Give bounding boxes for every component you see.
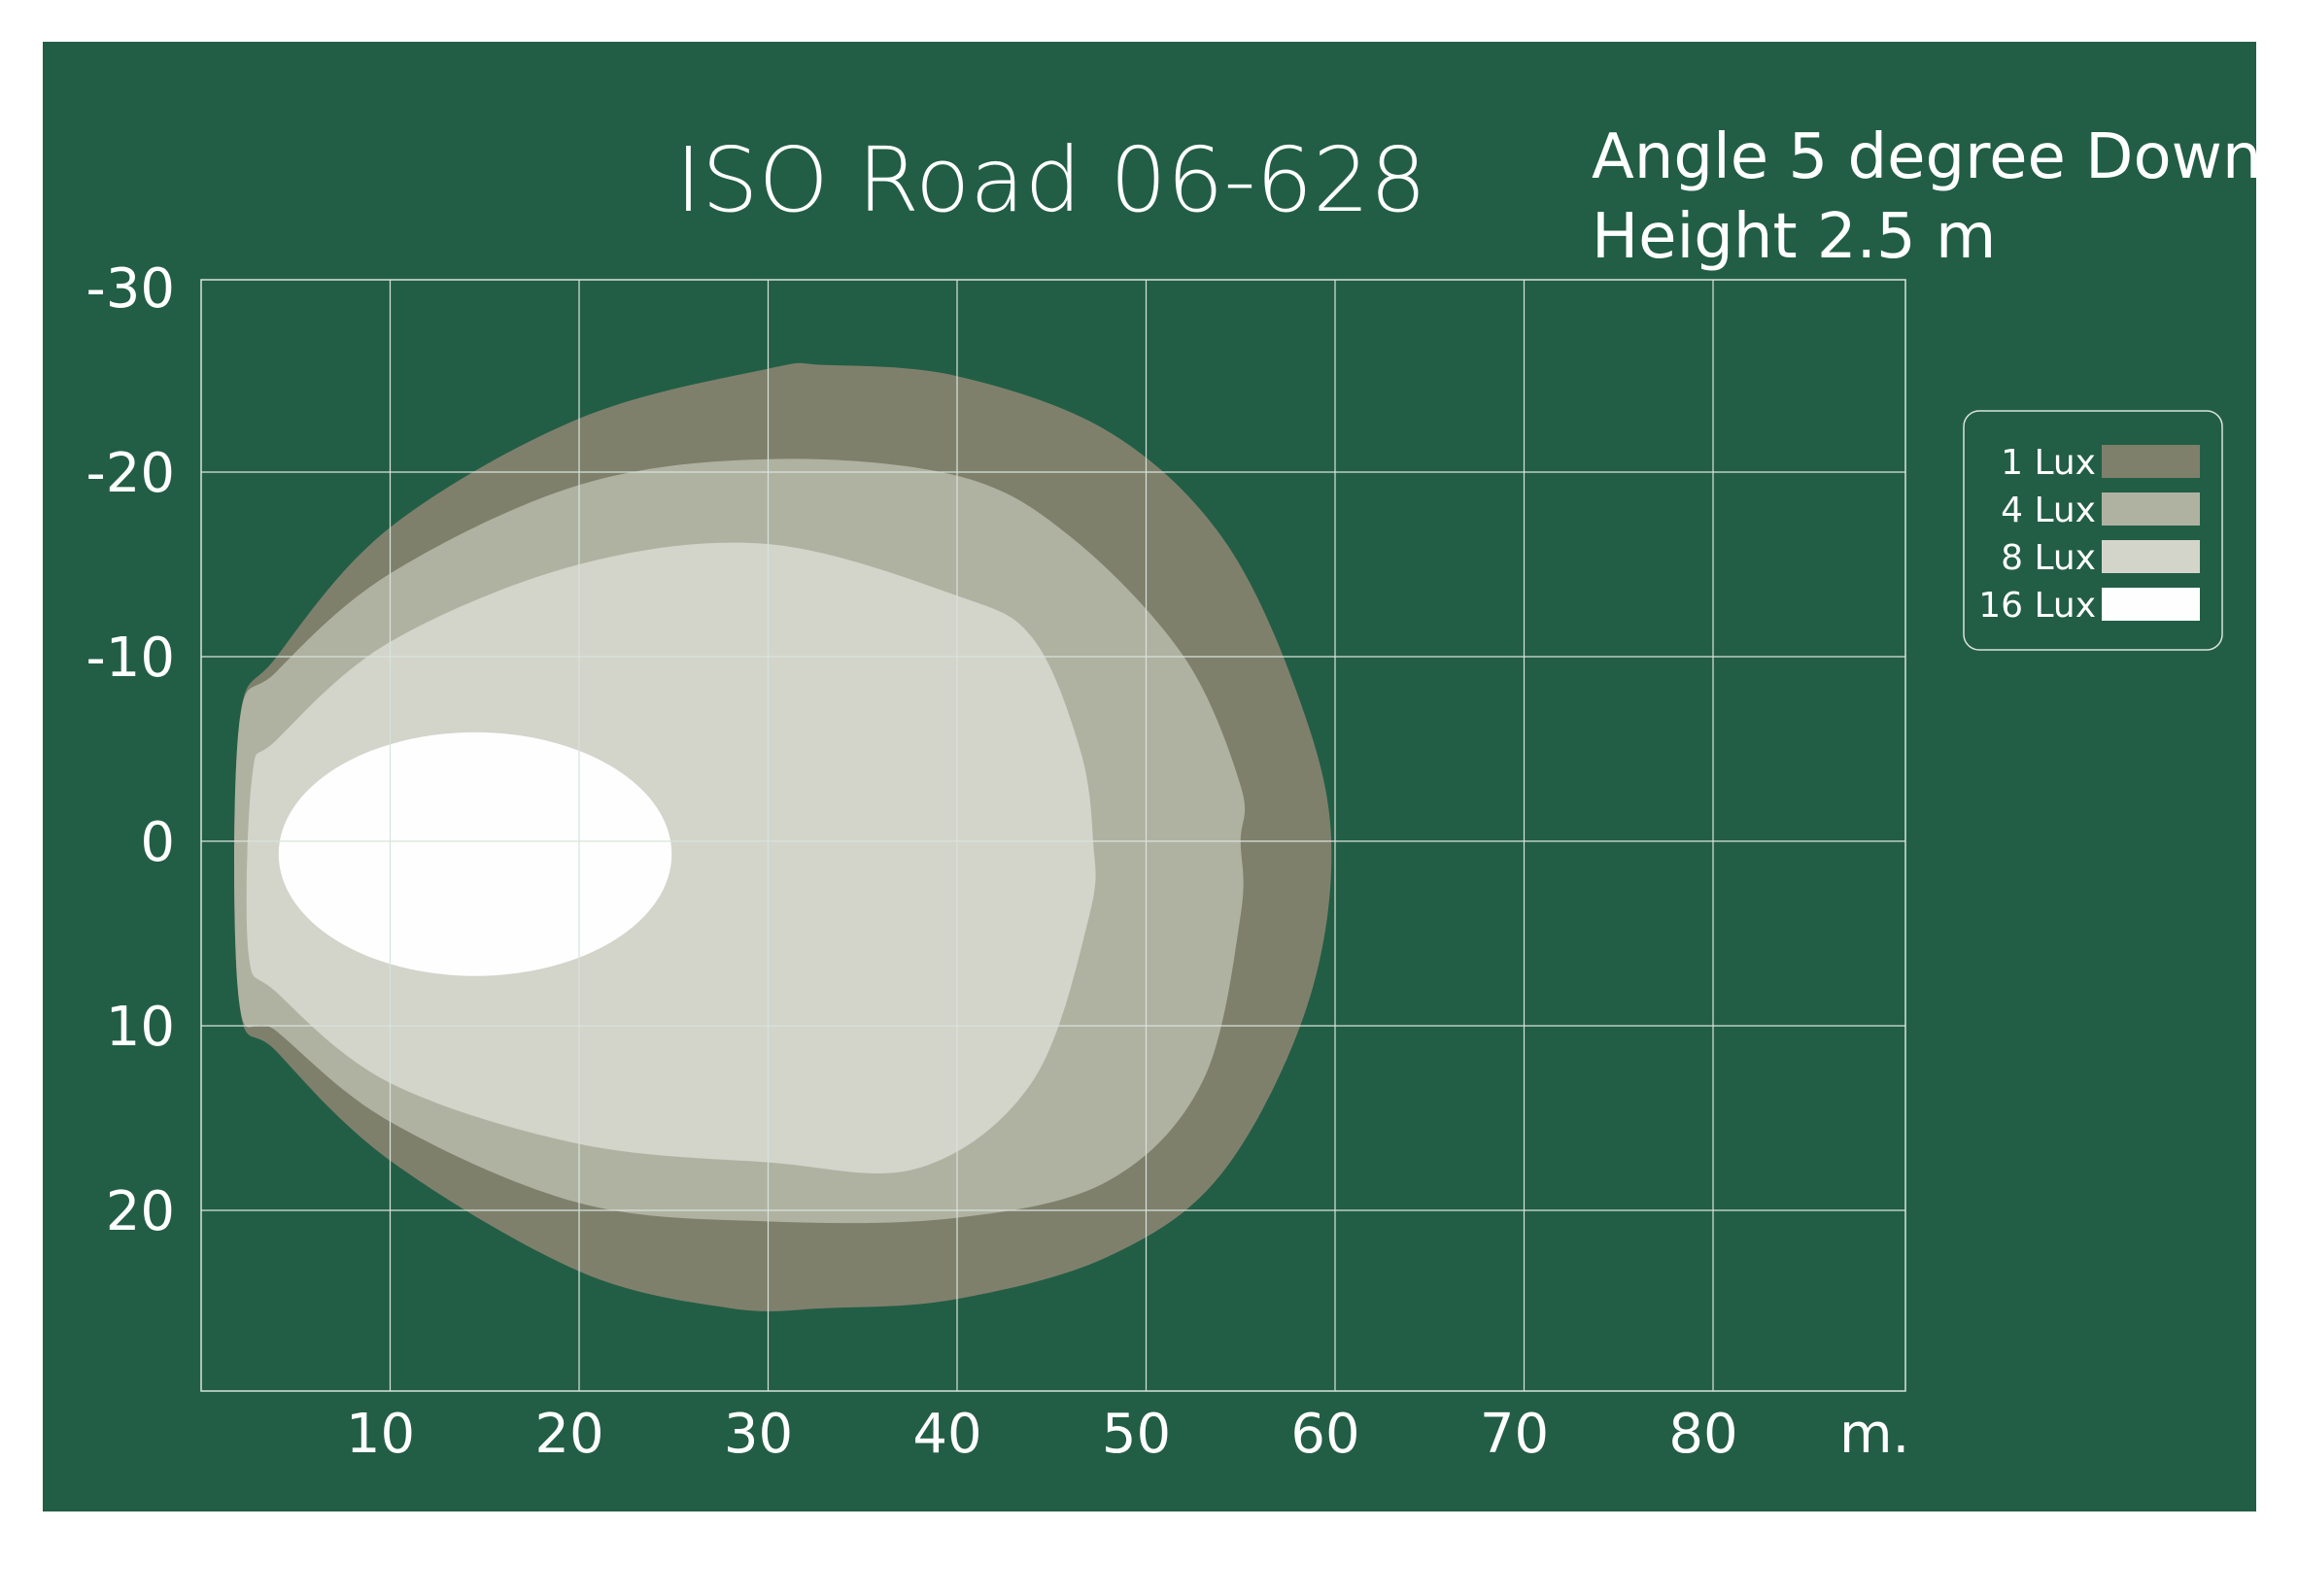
plot-frame xyxy=(200,279,1906,1392)
legend-label-4-lux: 4 Lux xyxy=(2001,491,2096,530)
y-tick-label--30: -30 xyxy=(86,257,175,321)
legend-label-16-lux: 16 Lux xyxy=(1978,586,2096,626)
legend-box xyxy=(1963,410,2223,651)
x-tick-label-30: 30 xyxy=(724,1403,793,1466)
x-tick-labels: 10 20 30 40 50 60 70 80 xyxy=(346,1403,1738,1466)
legend-swatch-16-lux xyxy=(2102,588,2200,621)
legend-label-8-lux: 8 Lux xyxy=(2001,538,2096,578)
x-tick-label-10: 10 xyxy=(346,1403,415,1466)
x-tick-label-60: 60 xyxy=(1290,1403,1359,1466)
legend: 1 Lux 4 Lux 8 Lux 16 Lux xyxy=(1963,410,2223,651)
legend-items: 1 Lux 4 Lux 8 Lux 16 Lux xyxy=(1978,443,2200,626)
x-tick-label-80: 80 xyxy=(1668,1403,1737,1466)
legend-label-1-lux: 1 Lux xyxy=(2001,443,2096,483)
y-tick-label--10: -10 xyxy=(86,627,175,690)
x-tick-label-70: 70 xyxy=(1480,1403,1549,1466)
y-tick-label-20: 20 xyxy=(106,1180,175,1243)
y-tick-label-0: 0 xyxy=(140,811,175,874)
legend-swatch-4-lux xyxy=(2102,492,2200,526)
y-tick-label-10: 10 xyxy=(106,996,175,1059)
x-unit-label: m. xyxy=(1839,1403,1909,1466)
grid-lines xyxy=(201,280,1905,1391)
legend-swatch-8-lux xyxy=(2102,540,2200,573)
x-tick-label-40: 40 xyxy=(912,1403,981,1466)
x-tick-label-20: 20 xyxy=(534,1403,603,1466)
isolux-area-16-lux xyxy=(278,731,672,976)
isolux-areas xyxy=(234,362,1332,1311)
x-tick-label-50: 50 xyxy=(1102,1403,1171,1466)
annotation-height: Height 2.5 m xyxy=(1592,201,1996,273)
chart-title: ISO Road 06-628 xyxy=(675,128,1426,232)
legend-swatch-1-lux xyxy=(2102,445,2200,478)
y-tick-label--20: -20 xyxy=(86,442,175,505)
annotation-angle: Angle 5 degree Down xyxy=(1592,121,2262,193)
y-tick-labels: -30 -20 -10 0 10 20 xyxy=(86,257,175,1243)
